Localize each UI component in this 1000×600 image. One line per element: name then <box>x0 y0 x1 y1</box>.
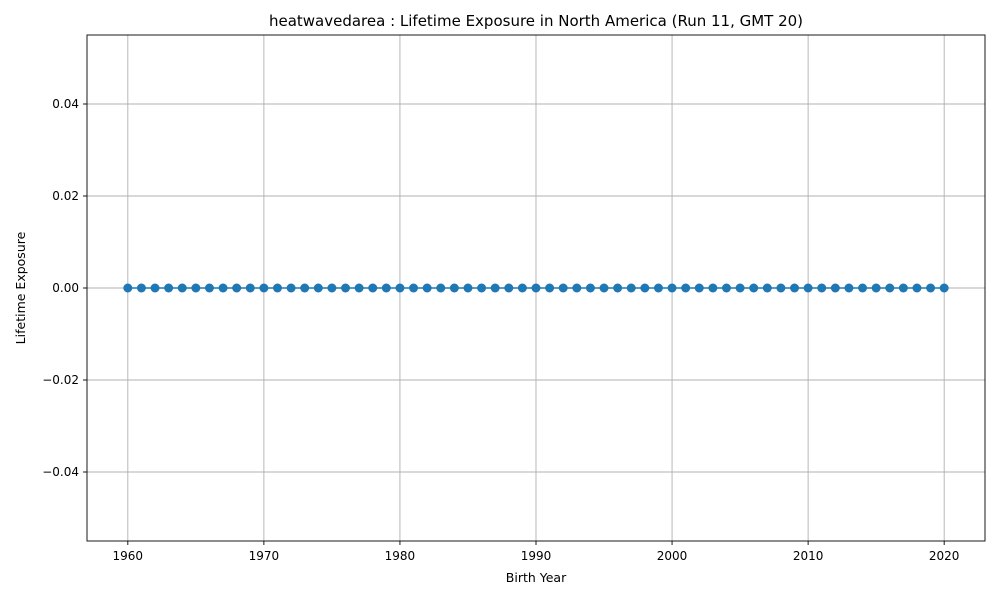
data-point <box>354 283 364 293</box>
data-point <box>599 283 609 293</box>
data-point <box>204 283 214 293</box>
x-tick-label: 2010 <box>793 549 824 563</box>
chart-title: heatwavedarea : Lifetime Exposure in Nor… <box>269 12 803 30</box>
data-point <box>368 283 378 293</box>
data-point <box>912 283 922 293</box>
data-point <box>858 283 868 293</box>
data-point <box>218 283 228 293</box>
data-point <box>558 283 568 293</box>
y-tick-label: −0.04 <box>42 465 79 479</box>
data-point <box>381 283 391 293</box>
data-point <box>613 283 623 293</box>
data-point <box>694 283 704 293</box>
data-point <box>177 283 187 293</box>
data-point <box>817 283 827 293</box>
data-point <box>272 283 282 293</box>
data-point <box>300 283 310 293</box>
data-point <box>749 283 759 293</box>
data-point <box>245 283 255 293</box>
data-point <box>504 283 514 293</box>
x-tick-label: 2020 <box>929 549 960 563</box>
data-point <box>926 283 936 293</box>
data-point <box>436 283 446 293</box>
data-point <box>286 283 296 293</box>
data-point <box>585 283 595 293</box>
data-point <box>898 283 908 293</box>
data-point <box>191 283 201 293</box>
x-axis-ticks: 1960 1970 1980 1990 2000 2010 2020 <box>113 541 960 563</box>
data-point <box>572 283 582 293</box>
data-point <box>708 283 718 293</box>
data-point <box>477 283 487 293</box>
data-point <box>123 283 133 293</box>
x-tick-label: 1970 <box>249 549 280 563</box>
x-tick-label: 1990 <box>521 549 552 563</box>
x-axis-label: Birth Year <box>506 570 567 585</box>
x-tick-label: 1980 <box>385 549 416 563</box>
data-point <box>449 283 459 293</box>
data-series <box>123 283 949 293</box>
data-point <box>341 283 351 293</box>
data-point <box>136 283 146 293</box>
data-point <box>313 283 323 293</box>
y-tick-label: 0.02 <box>52 189 79 203</box>
data-point <box>667 283 677 293</box>
data-point <box>803 283 813 293</box>
data-point <box>844 283 854 293</box>
data-point <box>735 283 745 293</box>
data-point <box>885 283 895 293</box>
x-tick-label: 1960 <box>113 549 144 563</box>
data-point <box>259 283 269 293</box>
data-point <box>830 283 840 293</box>
data-point <box>545 283 555 293</box>
data-point <box>164 283 174 293</box>
data-point <box>721 283 731 293</box>
y-tick-label: 0.00 <box>52 281 79 295</box>
y-axis-label: Lifetime Exposure <box>13 231 28 344</box>
data-point <box>422 283 432 293</box>
data-point <box>776 283 786 293</box>
data-point <box>232 283 242 293</box>
data-point <box>762 283 772 293</box>
data-point <box>409 283 419 293</box>
y-tick-label: 0.04 <box>52 97 79 111</box>
data-point <box>531 283 541 293</box>
data-point <box>681 283 691 293</box>
data-point <box>871 283 881 293</box>
y-tick-label: −0.02 <box>42 373 79 387</box>
data-point <box>395 283 405 293</box>
data-point <box>640 283 650 293</box>
data-point <box>150 283 160 293</box>
data-point <box>939 283 949 293</box>
data-point <box>790 283 800 293</box>
data-point <box>490 283 500 293</box>
x-tick-label: 2000 <box>657 549 688 563</box>
data-point <box>653 283 663 293</box>
data-point <box>327 283 337 293</box>
data-point <box>463 283 473 293</box>
data-point <box>626 283 636 293</box>
y-axis-ticks: −0.04 −0.02 0.00 0.02 0.04 <box>42 97 87 479</box>
data-point <box>517 283 527 293</box>
